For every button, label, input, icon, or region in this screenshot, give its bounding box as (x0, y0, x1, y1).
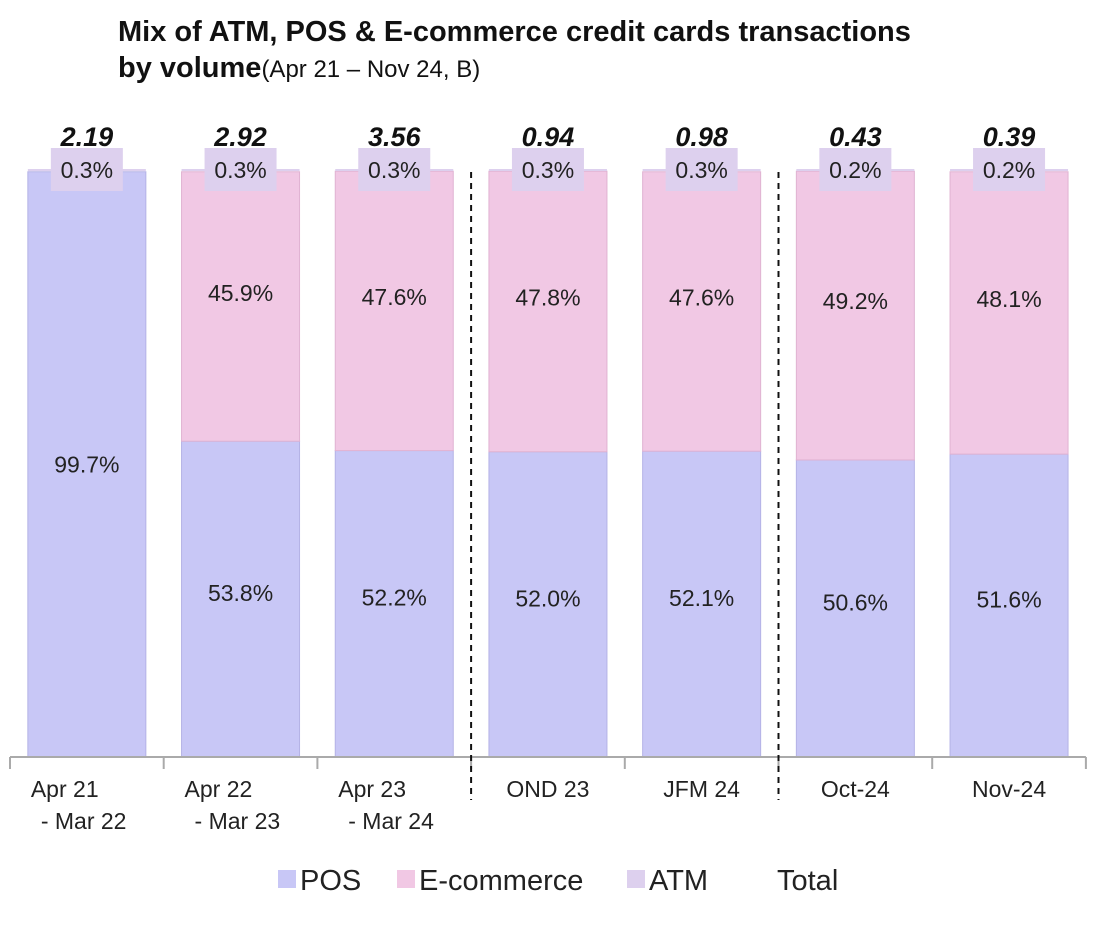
total-value-label: 0.39 (983, 122, 1036, 152)
x-tick-label: Apr 22 (185, 776, 253, 802)
legend-swatch (278, 870, 296, 888)
x-tick-label: Oct-24 (821, 776, 890, 802)
atm-value-label: 0.2% (829, 157, 881, 183)
x-tick-label: Nov-24 (972, 776, 1046, 802)
total-value-label: 0.94 (522, 122, 575, 152)
pos-bar (334, 450, 454, 758)
chart-title-line2: by volume(Apr 21 – Nov 24, B) (118, 50, 1078, 88)
atm-value-label: 0.3% (368, 157, 420, 183)
x-tick-label: OND 23 (506, 776, 589, 802)
ecommerce-value-label: 48.1% (976, 286, 1041, 312)
legend-swatch (627, 870, 645, 888)
pos-bar (795, 459, 915, 758)
total-value-label: 3.56 (368, 122, 422, 152)
legend-label: POS (300, 865, 361, 897)
x-tick-label: - Mar 24 (348, 808, 434, 834)
pos-value-label: 53.8% (208, 580, 273, 606)
ecommerce-bar (642, 171, 762, 452)
x-tick-label: - Mar 23 (195, 808, 281, 834)
atm-label-box (204, 148, 277, 191)
pos-bar (488, 451, 608, 758)
atm-value-label: 0.2% (983, 157, 1035, 183)
total-value-label: 2.19 (60, 122, 114, 152)
atm-value-label: 0.3% (61, 157, 113, 183)
chart-subtitle: (Apr 21 – Nov 24, B) (261, 56, 481, 83)
atm-value-label: 0.3% (675, 157, 727, 183)
ecommerce-bar (488, 170, 608, 453)
total-value-label: 2.92 (213, 122, 267, 152)
total-value-label: 0.98 (675, 122, 728, 152)
ecommerce-bar (795, 170, 915, 461)
pos-value-label: 52.1% (669, 585, 734, 611)
atm-label-box (50, 148, 123, 191)
pos-value-label: 50.6% (823, 590, 888, 616)
ecommerce-bar (334, 170, 454, 452)
total-value-label: 0.43 (829, 122, 882, 152)
ecommerce-value-label: 49.2% (823, 288, 888, 314)
pos-value-label: 52.0% (515, 585, 580, 611)
x-tick-label: Apr 23 (338, 776, 406, 802)
atm-value-label: 0.3% (214, 157, 266, 183)
legend-label: ATM (649, 865, 708, 897)
atm-label-box (973, 148, 1046, 191)
legend-label: Total (777, 865, 838, 897)
pos-bar (949, 453, 1069, 758)
x-tick-label: Apr 21 (31, 776, 99, 802)
ecommerce-value-label: 47.6% (362, 284, 427, 310)
ecommerce-bar (181, 171, 301, 442)
x-tick-label: JFM 24 (663, 776, 740, 802)
ecommerce-value-label: 47.8% (515, 284, 580, 310)
pos-value-label: 52.2% (362, 585, 427, 611)
chart-title-line1: Mix of ATM, POS & E-commerce credit card… (118, 16, 911, 48)
pos-bar (642, 450, 762, 758)
pos-bar (181, 440, 301, 758)
atm-label-box (819, 148, 892, 191)
ecommerce-value-label: 45.9% (208, 280, 273, 306)
x-tick-label: - Mar 22 (41, 808, 127, 834)
legend-swatch (397, 870, 415, 888)
atm-label-box (358, 148, 431, 191)
atm-label-box (511, 148, 584, 191)
chart-title: Mix of ATM, POS & E-commerce credit card… (118, 14, 1078, 88)
pos-value-label: 51.6% (976, 586, 1041, 612)
ecommerce-bar (949, 171, 1069, 455)
atm-label-box (665, 148, 738, 191)
chart-title-bold: by volume (118, 52, 262, 84)
pos-bar (27, 171, 147, 758)
atm-value-label: 0.3% (522, 157, 574, 183)
legend-label: E-commerce (419, 865, 583, 897)
ecommerce-value-label: 47.6% (669, 284, 734, 310)
pos-value-label: 99.7% (54, 451, 119, 477)
